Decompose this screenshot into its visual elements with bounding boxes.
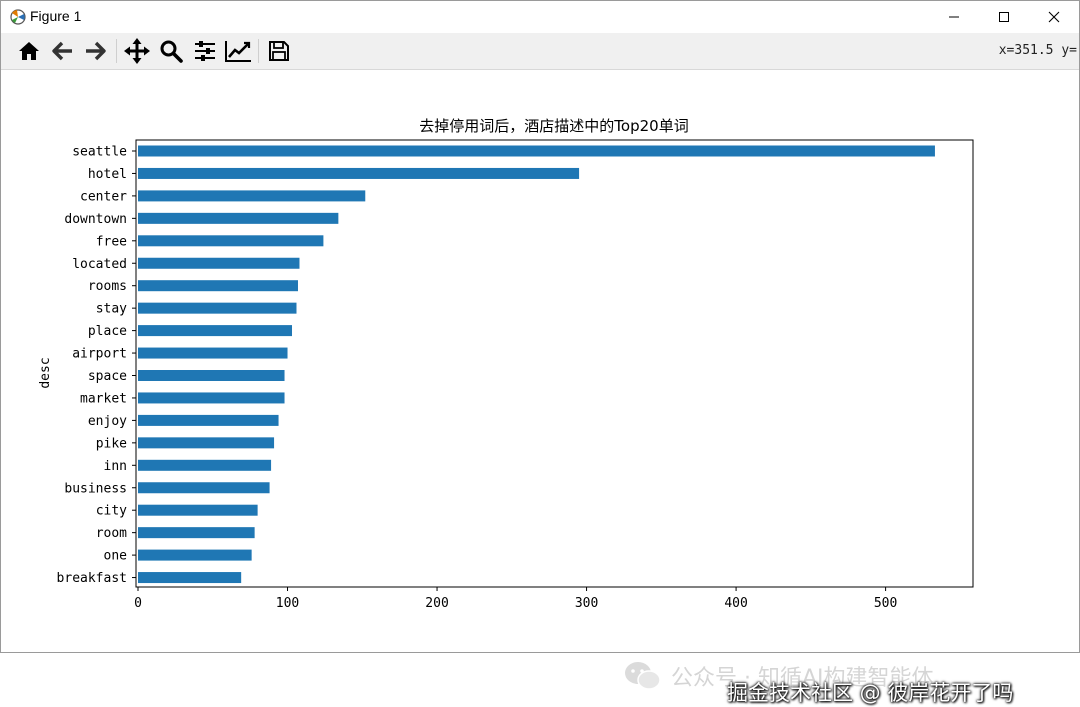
- bar-airport: [138, 347, 288, 359]
- y-tick-label: seattle: [72, 145, 127, 160]
- save-button[interactable]: [265, 37, 293, 65]
- x-tick-label: 200: [425, 596, 448, 611]
- navigation-toolbar: x=351.5 y=: [1, 33, 1079, 70]
- x-tick-label: 400: [724, 596, 747, 611]
- x-tick-label: 100: [276, 596, 299, 611]
- edit-axis-button[interactable]: [224, 37, 252, 65]
- home-button[interactable]: [15, 37, 43, 65]
- bar-space: [138, 370, 285, 381]
- y-tick-label: city: [96, 504, 127, 519]
- subplots-sliders-icon: [195, 41, 215, 61]
- bar-rooms: [138, 280, 298, 292]
- watermark-site-text: 掘金技术社区 @ 彼岸花开了吗: [727, 681, 1014, 705]
- wechat-icon: [625, 662, 661, 690]
- y-tick-label: market: [80, 391, 127, 406]
- bar-enjoy: [138, 414, 279, 426]
- y-tick-label: room: [96, 526, 127, 541]
- edit-axis-curve-icon: [225, 41, 251, 62]
- bar-downtown: [138, 212, 339, 224]
- bar-chart: 去掉停用词后，酒店描述中的Top20单词 desc seattle hotel ce…: [38, 117, 974, 611]
- y-tick-label: inn: [104, 459, 127, 474]
- bar-place: [138, 325, 293, 337]
- bar-located: [138, 257, 300, 269]
- y-tick-label: rooms: [88, 279, 127, 294]
- title-bar: Figure 1: [1, 1, 1079, 33]
- x-tick-label: 500: [874, 596, 897, 611]
- bar-stay: [138, 302, 297, 314]
- y-tick-group: seattle hotel center downtown free located roo…: [57, 145, 136, 586]
- bar-one: [138, 549, 252, 561]
- minimize-icon: [949, 16, 959, 18]
- bar-inn: [138, 459, 272, 471]
- bar-hotel: [138, 167, 580, 179]
- y-tick-label: hotel: [88, 167, 127, 182]
- x-tick-label: 0: [134, 596, 142, 611]
- bar-room: [138, 527, 255, 539]
- bars-group: [138, 145, 935, 584]
- y-tick-label: enjoy: [88, 414, 127, 429]
- y-tick-label: place: [88, 324, 127, 339]
- back-arrow-icon: [52, 41, 72, 61]
- bar-seattle: [138, 145, 935, 157]
- y-tick-label: space: [88, 369, 127, 384]
- subplots-button[interactable]: [191, 37, 219, 65]
- y-tick-label: business: [64, 481, 127, 496]
- axes-frame: [135, 139, 974, 588]
- home-icon: [19, 42, 39, 60]
- save-floppy-icon: [269, 41, 289, 61]
- bar-free: [138, 235, 324, 247]
- y-tick-label: downtown: [64, 212, 127, 227]
- bar-breakfast: [138, 572, 242, 584]
- zoom-button[interactable]: [157, 37, 185, 65]
- x-tick-group: 0 100 200 300 400 500: [134, 587, 897, 611]
- maximize-icon: [999, 12, 1009, 22]
- bar-business: [138, 482, 270, 494]
- window-title: Figure 1: [30, 8, 82, 24]
- y-tick-label: center: [80, 189, 127, 204]
- y-tick-label: breakfast: [57, 571, 127, 586]
- y-tick-label: free: [96, 234, 127, 249]
- pan-move-icon: [124, 38, 150, 64]
- chart-title: 去掉停用词后，酒店描述中的Top20单词: [419, 117, 688, 135]
- y-tick-label: located: [72, 257, 127, 272]
- y-tick-label: one: [104, 549, 128, 564]
- bar-city: [138, 504, 258, 516]
- bar-pike: [138, 437, 275, 449]
- y-tick-label: stay: [96, 302, 127, 317]
- close-icon: [1048, 11, 1060, 23]
- zoom-magnifier-icon: [160, 40, 183, 63]
- bar-market: [138, 392, 285, 404]
- bar-center: [138, 190, 366, 202]
- y-tick-label: airport: [72, 347, 127, 362]
- x-tick-label: 300: [575, 596, 598, 611]
- pan-button[interactable]: [123, 37, 151, 65]
- close-button[interactable]: [1031, 1, 1077, 33]
- figure-canvas[interactable]: 去掉停用词后，酒店描述中的Top20单词 desc seattle hotel ce…: [1, 70, 1079, 705]
- matplotlib-app-icon: [10, 9, 26, 25]
- cursor-coordinates: x=351.5 y=: [998, 43, 1077, 58]
- toolbar-separator: [258, 39, 259, 63]
- minimize-button[interactable]: [931, 1, 977, 33]
- toolbar-separator: [116, 39, 117, 63]
- maximize-button[interactable]: [981, 1, 1027, 33]
- forward-button[interactable]: [81, 37, 109, 65]
- y-tick-label: pike: [96, 436, 127, 451]
- back-button[interactable]: [49, 37, 77, 65]
- forward-arrow-icon: [86, 41, 106, 61]
- y-axis-label: desc: [38, 357, 53, 388]
